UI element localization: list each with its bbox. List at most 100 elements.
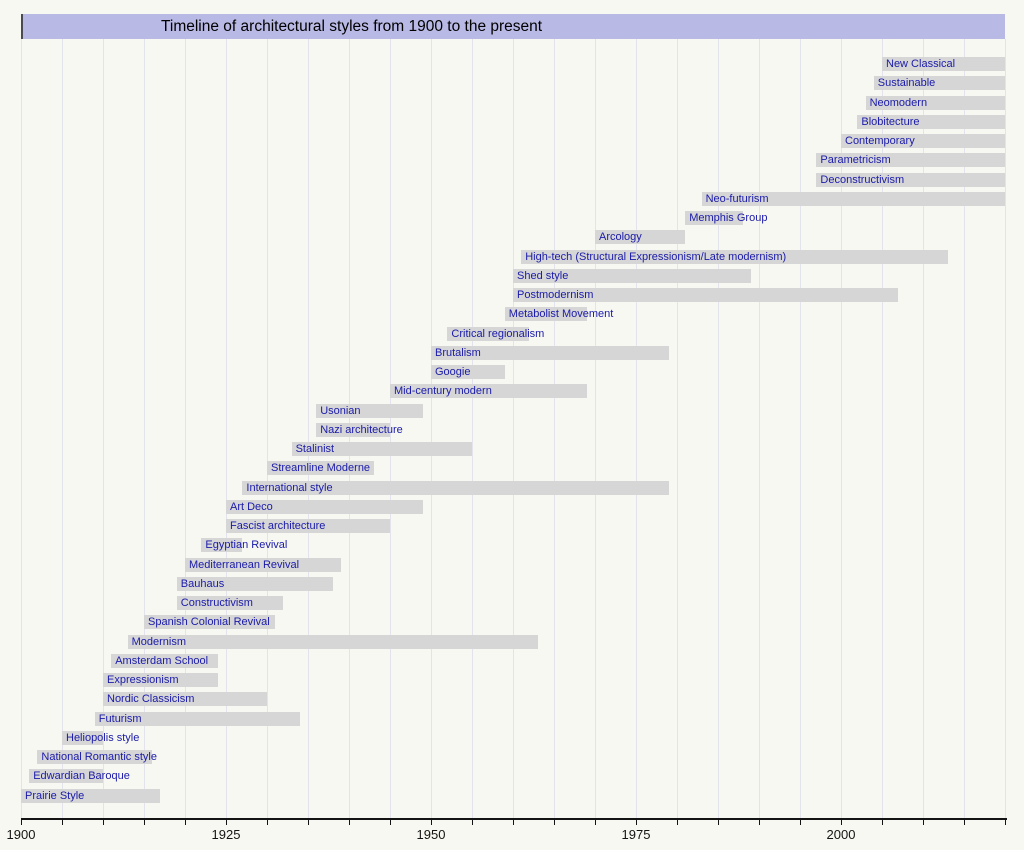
timeline-bar [431,345,669,360]
timeline-row: National Romantic style [21,750,1005,764]
gridline-1965 [554,39,555,818]
axis-tick [718,820,719,825]
axis-tick [513,820,514,825]
gridline-1945 [390,39,391,818]
timeline-row: Edwardian Baroque [21,769,1005,784]
style-label: Fascist architecture [230,520,326,532]
axis-tick [185,820,186,825]
timeline-row: Shed style [21,268,1005,283]
timeline-row: Expressionism [21,673,1005,687]
timeline-row: Egyptian Revival [21,538,1005,553]
gridline-2010 [923,39,924,818]
timeline-bar [865,95,1005,110]
timeline-bar [882,57,1005,71]
style-label: Sustainable [877,77,936,90]
axis-tick [964,820,965,825]
style-label: Mediterranean Revival [189,558,300,571]
gridline-2000 [841,39,842,818]
style-label: Futurism [98,712,142,725]
axis-tick [800,820,801,825]
style-label: Arcology [599,231,642,244]
gridline-1955 [472,39,473,818]
axis-tick [882,820,883,825]
timeline-bar [127,634,538,649]
timeline-bar [816,172,1005,187]
style-label: Bauhaus [180,577,225,590]
style-label: National Romantic style [41,751,157,763]
style-label: Parametricism [820,154,891,167]
timeline-bar [316,403,423,418]
gridline-1900 [21,39,22,818]
axis-tick [21,820,22,825]
timeline-bar [521,249,948,264]
axis-tick [677,820,678,825]
timeline-bar [185,557,341,572]
style-label: Neomodern [869,96,928,109]
axis-tick [144,820,145,825]
gridline-1975 [636,39,637,818]
timeline-row: Blobitecture [21,114,1005,129]
style-label: Neo-futurism [705,192,769,205]
timeline-row: Mediterranean Revival [21,557,1005,572]
gridline-2020 [1005,39,1006,818]
axis-tick-label: 1950 [416,827,446,842]
timeline-bar [242,480,669,495]
timeline-bar [144,615,276,630]
timeline-bar [685,211,743,225]
style-label: Expressionism [107,674,179,686]
timeline-row: Parametricism [21,153,1005,168]
timeline-row: Sustainable [21,76,1005,91]
timeline-bar [431,365,505,379]
timeline-bar [447,326,530,341]
gridline-1990 [759,39,760,818]
timeline-row: Neomodern [21,95,1005,110]
style-label: Googie [435,366,471,378]
timeline-row: Bauhaus [21,576,1005,591]
timeline-row: Art Deco [21,499,1005,514]
timeline-row: New Classical [21,57,1005,71]
gridline-1905 [62,39,63,818]
style-label: Brutalism [435,346,481,359]
style-label: Usonian [320,404,361,417]
timeline-bar [873,76,1005,91]
gridline-1910 [103,39,104,818]
style-label: Memphis Group [689,212,768,224]
style-label: Nordic Classicism [107,693,195,706]
timeline-bar [176,596,284,610]
timeline-row: Arcology [21,230,1005,245]
timeline-bar [103,673,218,687]
timeline-row: Spanish Colonial Revival [21,615,1005,630]
timeline-bar [176,576,333,591]
style-label: Blobitecture [861,115,920,128]
axis-tick [636,820,637,825]
gridline-1970 [595,39,596,818]
plot-area: New Classical Sustainable Neomodern Blobite… [21,39,1006,818]
style-label: Amsterdam School [115,654,209,667]
timeline-row: Futurism [21,711,1005,726]
axis-tick [390,820,391,825]
style-label: New Classical [886,58,956,70]
timeline-bar [94,711,300,726]
timeline-row: Nazi architecture [21,422,1005,437]
style-label: Mid-century modern [394,385,492,398]
timeline-bar [816,153,1005,168]
gridline-1920 [185,39,186,818]
gridline-1995 [800,39,801,818]
gridline-1930 [267,39,268,818]
timeline-row: High-tech (Structural Expressionism/Late… [21,249,1005,264]
timeline-row: Contemporary [21,134,1005,148]
timeline-bar [267,461,374,476]
style-label: Critical regionalism [451,327,545,340]
style-label: Stalinist [295,443,335,455]
timeline-bar [316,422,390,437]
style-label: Spanish Colonial Revival [148,616,270,629]
timeline-row: Googie [21,365,1005,379]
timeline-row: Mid-century modern [21,384,1005,399]
gridline-1960 [513,39,514,818]
timeline-bar [62,730,103,745]
style-label: Shed style [517,269,569,282]
gridline-1935 [308,39,309,818]
style-label: International style [246,481,333,494]
axis-tick [554,820,555,825]
